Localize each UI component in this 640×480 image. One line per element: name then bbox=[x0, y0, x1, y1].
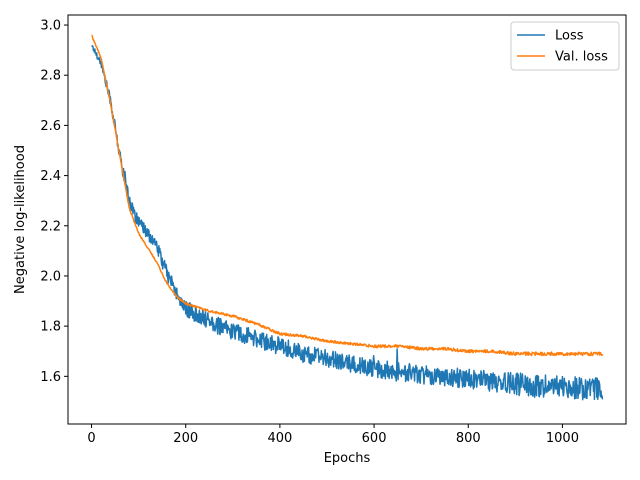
y-tick-label: 1.6 bbox=[40, 370, 61, 385]
y-tick-label: 3.0 bbox=[40, 19, 61, 34]
y-tick-label: 2.2 bbox=[40, 219, 61, 234]
axes-frame bbox=[67, 14, 627, 425]
legend-label: Val. loss bbox=[555, 50, 608, 65]
x-tick-label: 200 bbox=[173, 431, 198, 446]
y-tick-label: 1.8 bbox=[40, 320, 61, 335]
x-tick-label: 800 bbox=[456, 431, 481, 446]
series-line-val-loss bbox=[91, 34, 604, 357]
legend: Loss Val. loss bbox=[510, 21, 620, 71]
x-axis-ticks: 0 200 400 600 800 1000 bbox=[87, 424, 579, 446]
x-tick-label: 0 bbox=[87, 431, 95, 446]
y-axis-label: Negative log-likelihood bbox=[13, 145, 28, 294]
x-tick-label: 600 bbox=[362, 431, 387, 446]
y-axis-ticks: 1.6 1.8 2.0 2.2 2.4 2.6 2.8 3.0 bbox=[40, 19, 68, 385]
x-tick-label: 1000 bbox=[546, 431, 579, 446]
series-line-loss bbox=[91, 44, 604, 401]
legend-label: Loss bbox=[555, 29, 584, 44]
legend-box bbox=[510, 21, 620, 71]
y-tick-label: 2.0 bbox=[40, 269, 61, 284]
y-tick-label: 2.4 bbox=[40, 169, 61, 184]
y-tick-label: 2.8 bbox=[40, 69, 61, 84]
y-tick-label: 2.6 bbox=[40, 119, 61, 134]
plot-area bbox=[91, 34, 604, 401]
x-tick-label: 400 bbox=[267, 431, 292, 446]
x-axis-label: Epochs bbox=[324, 451, 371, 466]
